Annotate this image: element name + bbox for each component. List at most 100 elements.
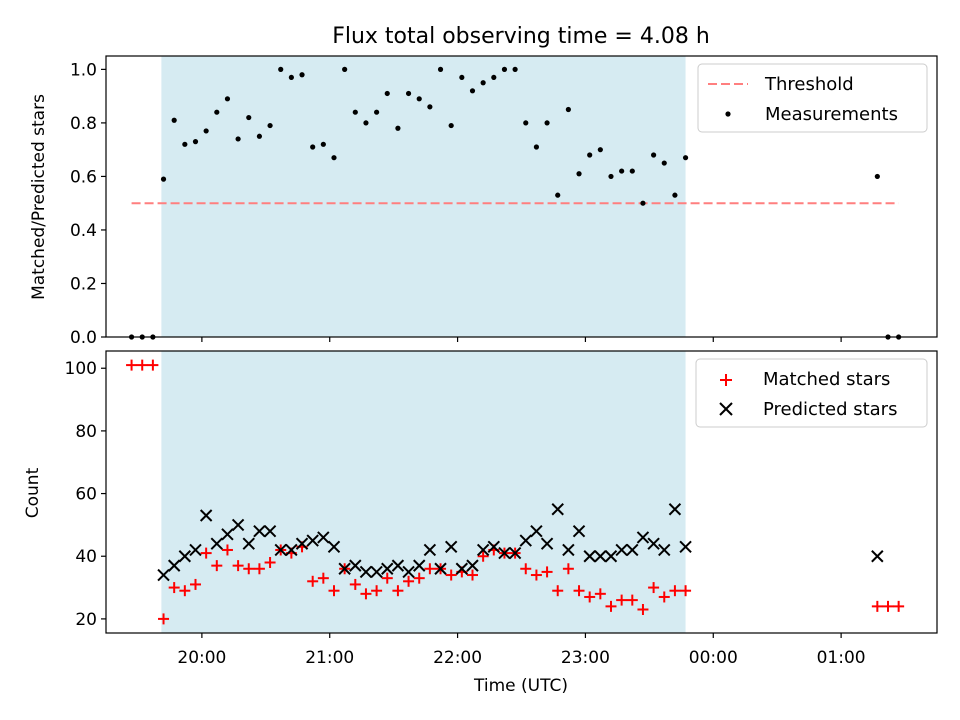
predicted-point xyxy=(274,543,287,557)
top-y-tick-label: 0.0 xyxy=(70,328,97,348)
matched-point xyxy=(466,569,478,581)
matched-point xyxy=(349,578,361,590)
matched-point xyxy=(381,572,393,584)
bottom-y-tick-label: 80 xyxy=(75,422,97,442)
legend-measurement-marker xyxy=(725,111,731,117)
bottom-y-tick-label: 40 xyxy=(75,547,97,567)
matched-point xyxy=(637,604,649,615)
bottom-y-ticks: 20 40 60 80 100 xyxy=(65,359,106,630)
matched-point xyxy=(179,585,191,597)
predicted-point xyxy=(199,509,213,522)
predicted-point xyxy=(189,543,202,557)
measurement-point xyxy=(640,200,646,206)
measurement-point xyxy=(342,66,348,72)
matched-point xyxy=(893,600,905,612)
measurement-point xyxy=(533,144,540,150)
predicted-point xyxy=(242,537,255,550)
matched-point xyxy=(168,582,180,594)
predicted-point xyxy=(540,537,554,550)
matched-point xyxy=(669,585,681,597)
measurement-point xyxy=(608,173,614,180)
measurement-point xyxy=(480,80,486,86)
x-tick-label: 01:00 xyxy=(817,648,866,668)
top-y-tick-label: 0.8 xyxy=(70,114,97,134)
matched-point xyxy=(328,585,340,597)
x-axis-label: Time (UTC) xyxy=(473,676,568,696)
matched-point xyxy=(424,563,436,575)
matched-point xyxy=(392,585,404,597)
matched-point xyxy=(253,563,265,575)
measurement-point xyxy=(459,74,465,81)
predicted-point xyxy=(604,550,618,563)
measurement-point xyxy=(597,147,603,153)
predicted-point xyxy=(338,562,351,575)
measurement-point xyxy=(651,152,657,158)
matched-point xyxy=(616,594,628,606)
matched-point xyxy=(594,588,606,600)
predicted-point xyxy=(434,562,447,575)
legend-matched-marker xyxy=(720,374,732,386)
matched-point xyxy=(403,575,415,587)
measurement-point xyxy=(512,66,518,72)
matched-point xyxy=(136,359,148,371)
predicted-point xyxy=(327,540,341,554)
measurement-point xyxy=(299,72,305,78)
bottom-y-axis-label: Count xyxy=(23,467,43,518)
predicted-point xyxy=(455,562,469,575)
legend-matched-label: Matched stars xyxy=(763,369,890,390)
top-y-tick-label: 0.4 xyxy=(70,221,97,241)
measurement-point xyxy=(203,128,209,134)
predicted-point xyxy=(167,559,181,572)
predicted-point xyxy=(626,543,639,557)
predicted-point xyxy=(679,540,692,554)
top-y-tick-label: 0.2 xyxy=(70,274,97,294)
measurement-point xyxy=(352,109,358,115)
measurement-point xyxy=(171,117,177,123)
measurement-point xyxy=(182,141,188,147)
matched-point xyxy=(530,569,542,581)
matched-point xyxy=(605,600,617,612)
x-tick-label: 20:00 xyxy=(177,648,226,668)
predicted-point xyxy=(370,565,383,579)
x-tick-label: 22:00 xyxy=(433,648,482,668)
measurement-point xyxy=(224,96,231,102)
bottom-axes-frame xyxy=(105,350,938,634)
top-x-ticks xyxy=(201,337,842,342)
measurement-point xyxy=(469,88,476,94)
predicted-point xyxy=(594,550,607,563)
predicted-point xyxy=(210,537,224,550)
legend-predicted-label: Predicted stars xyxy=(763,399,897,420)
bottom-y-tick-label: 60 xyxy=(75,485,97,505)
predicted-point xyxy=(157,568,170,582)
top-panel: 0.0 0.2 0.4 0.6 0.8 1.0 Matched/Predicted sta… xyxy=(29,55,938,348)
predicted-point xyxy=(306,534,319,547)
measurement-point xyxy=(374,109,380,115)
measurement-point xyxy=(331,155,337,161)
measurement-point xyxy=(160,176,167,182)
measurement-point xyxy=(587,152,593,158)
predicted-point xyxy=(615,543,628,557)
measurement-point xyxy=(267,122,273,129)
measurement-point xyxy=(682,155,689,161)
matched-point xyxy=(413,572,425,584)
predicted-points xyxy=(157,503,884,582)
measurement-point xyxy=(246,114,252,121)
predicted-point xyxy=(178,550,192,563)
matched-point xyxy=(562,563,574,575)
predicted-point xyxy=(871,550,884,563)
measurement-point xyxy=(491,74,497,81)
matched-point xyxy=(882,600,894,612)
measurement-point xyxy=(523,120,529,126)
matched-point xyxy=(573,585,585,597)
measurement-point xyxy=(235,136,241,142)
predicted-point xyxy=(487,540,501,554)
matched-point xyxy=(520,563,532,575)
measurement-point xyxy=(874,173,880,180)
top-axes-frame xyxy=(105,55,938,338)
measurement-point xyxy=(672,192,678,198)
measurement-point xyxy=(576,171,582,177)
predicted-point xyxy=(349,559,362,572)
measurement-point xyxy=(501,66,508,72)
predicted-point xyxy=(508,546,522,560)
